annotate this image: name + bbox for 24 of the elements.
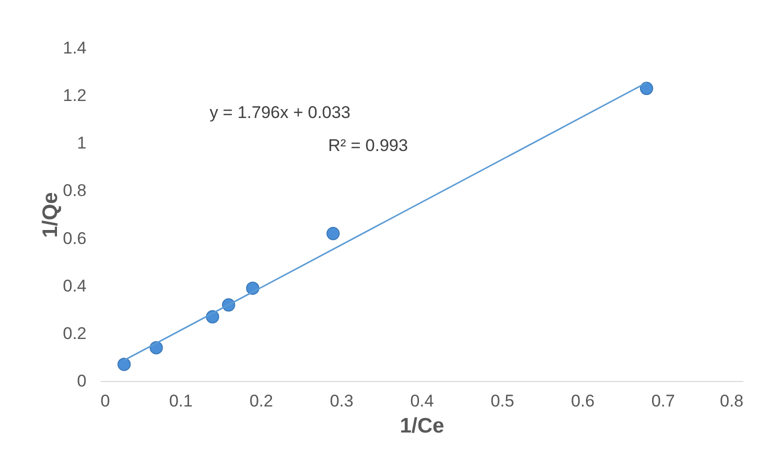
y-axis-title: 1/Qe xyxy=(38,192,62,238)
y-tick-label: 1.2 xyxy=(62,86,86,106)
annotation: R² = 0.993 xyxy=(328,136,408,155)
y-tick-label: 0.6 xyxy=(62,228,86,248)
x-tick-label: 0.4 xyxy=(410,392,434,410)
y-tick-label: 1.4 xyxy=(62,38,86,58)
point xyxy=(326,226,340,240)
y-tick-label: 0.8 xyxy=(62,181,86,200)
x-tick-label: 0.1 xyxy=(169,392,193,410)
annotation: y = 1.796x + 0.033 xyxy=(210,103,350,122)
y-tick-label: 0.2 xyxy=(62,324,86,343)
x-tick-label: 0.2 xyxy=(249,392,274,410)
x-tick-label: 0 xyxy=(100,392,110,410)
x-axis-title: 1/Ce xyxy=(400,414,444,438)
y-tick-label: 0.4 xyxy=(62,276,86,296)
x-tick-label: 0.6 xyxy=(570,392,595,410)
x-tick-label: 0.3 xyxy=(330,392,354,410)
x-tick-label: 0.5 xyxy=(490,392,514,410)
x-tick-label: 0.8 xyxy=(720,392,744,410)
x-tick-label: 0.7 xyxy=(651,392,675,410)
y-tick-label: 1 xyxy=(77,134,86,153)
y-tick-label: 0 xyxy=(77,372,86,390)
point xyxy=(117,358,131,371)
point xyxy=(640,82,654,96)
